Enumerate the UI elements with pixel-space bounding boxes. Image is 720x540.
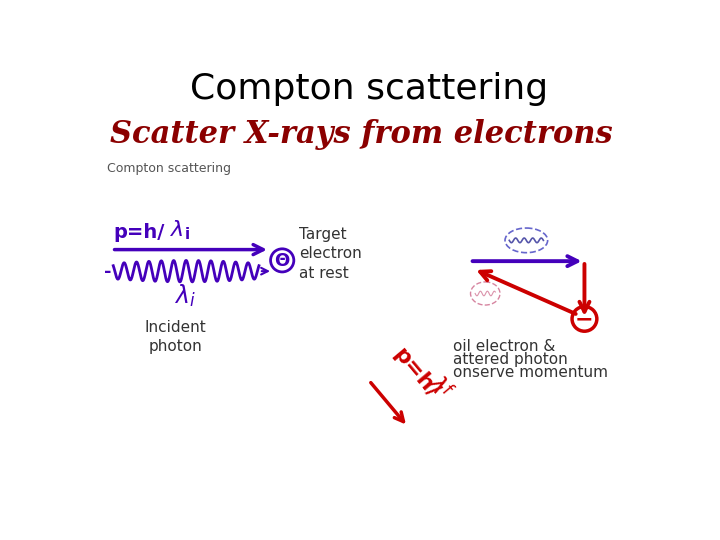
Text: Target
electron
at rest: Target electron at rest (300, 226, 362, 281)
Text: -: - (104, 263, 117, 281)
Text: i: i (189, 292, 194, 310)
Text: Incident
photon: Incident photon (145, 320, 206, 354)
Text: $\lambda$: $\lambda$ (421, 370, 450, 397)
Text: $\lambda$: $\lambda$ (174, 284, 189, 308)
Text: Compton scattering: Compton scattering (107, 162, 231, 176)
Text: Θ: Θ (274, 252, 290, 270)
Text: i: i (184, 227, 189, 242)
Text: Compton scattering: Compton scattering (190, 72, 548, 106)
Text: p=h/: p=h/ (389, 344, 442, 402)
Text: oil electron &: oil electron & (453, 339, 555, 354)
Text: p=h/: p=h/ (113, 223, 165, 242)
Text: −: − (575, 309, 594, 329)
Text: attered photon: attered photon (453, 352, 567, 367)
Text: $\lambda$: $\lambda$ (170, 220, 184, 240)
Text: f: f (438, 382, 455, 398)
Text: onserve momentum: onserve momentum (453, 365, 608, 380)
Text: Scatter X-rays from electrons: Scatter X-rays from electrons (110, 119, 613, 150)
